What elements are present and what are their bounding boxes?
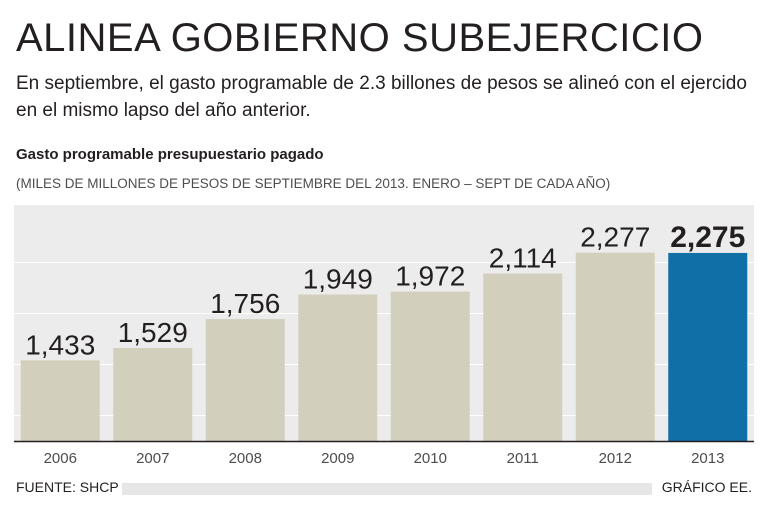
data-label-2011: 2,114 [489,242,557,273]
tick-label-2007: 2007 [136,450,169,467]
chart-title: Gasto programable presupuestario pagado [16,146,324,163]
page-subtitle: En septiembre, el gasto programable de 2… [16,73,747,121]
chart-panel: 1,433 2006 1,529 2007 1,756 2008 1,949 2009 1,97… [14,205,754,467]
tick-label-2013: 2013 [691,450,724,467]
data-label-2007: 1,529 [118,317,188,348]
bar-chart: 1,433 2006 1,529 2007 1,756 2008 1,949 2009 1,97… [14,205,754,467]
tick-label-2012: 2012 [599,450,632,467]
tick-label-2011: 2011 [507,450,539,467]
bar-2013 [668,252,748,441]
bar-2006 [20,360,100,441]
page-title: ALINEA GOBIERNO SUBEJERCICIO [16,16,704,60]
data-label-2010: 1,972 [395,261,465,292]
bar-2007 [113,348,193,441]
chart-subtitle: (MILES DE MILLONES DE PESOS DE SEPTIEMBR… [16,176,611,191]
source-note: FUENTE: SHCP [16,479,119,495]
data-label-2008: 1,756 [210,288,280,319]
data-label-2013: 2,275 [670,221,745,254]
footer-divider [122,483,652,495]
tick-label-2010: 2010 [414,450,447,467]
tick-label-2006: 2006 [44,450,77,467]
bar-2011 [483,273,563,441]
credit-note: GRÁFICO EE. [661,479,752,495]
tick-label-2008: 2008 [229,450,262,467]
tick-label-2009: 2009 [321,450,354,467]
data-label-2006: 1,433 [25,329,95,360]
bar-2009 [298,294,378,441]
data-label-2012: 2,277 [580,222,650,253]
bar-2012 [575,252,655,441]
data-label-2009: 1,949 [303,264,373,295]
bar-2008 [205,319,285,441]
bar-2010 [390,291,470,441]
